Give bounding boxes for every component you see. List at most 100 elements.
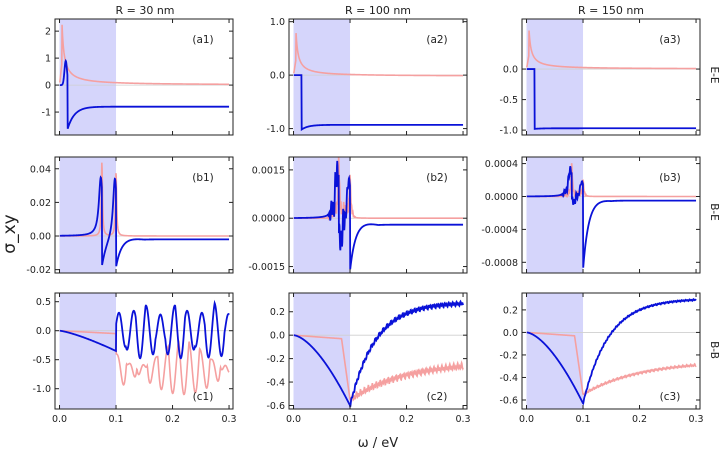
- shaded-region-b3: [526, 157, 584, 273]
- pink-curve-a1: [59, 24, 230, 86]
- blue-curve-b1: [59, 175, 230, 267]
- ytick-label-a2-2: 1.0: [270, 17, 285, 28]
- ytick-label-b2-0: -0.0015: [248, 262, 285, 273]
- ytick-label-a1-2: 1: [45, 54, 51, 65]
- ytick-label-c2-1: -0.4: [266, 378, 285, 389]
- ytick-label-c3-3: 0.0: [503, 328, 518, 339]
- ytick-label-c1-1: -0.5: [32, 355, 51, 366]
- pink-curve-b1: [59, 162, 230, 237]
- blue-curve-b3: [526, 165, 697, 268]
- ytick-label-c3-4: 0.2: [503, 305, 518, 316]
- ytick-label-c3-2: -0.2: [499, 350, 518, 361]
- blue-curve-a1: [59, 58, 230, 129]
- ytick-label-c2-4: 0.2: [270, 307, 285, 318]
- shaded-region-c1: [59, 293, 117, 409]
- xtick-label-c3-2: 0.2: [632, 414, 647, 425]
- ytick-label-a3-2: 0.0: [503, 65, 518, 76]
- ytick-label-a3-0: -1.0: [499, 126, 518, 137]
- blue-curve-c2: [293, 299, 464, 408]
- column-title-1: R = 30 nm: [115, 4, 174, 17]
- ytick-label-b3-2: 0.0000: [485, 192, 518, 203]
- ytick-label-a2-0: -1.0: [266, 124, 285, 135]
- blue-curve-c3: [526, 298, 697, 406]
- frame-b3: [521, 156, 701, 274]
- frame-a1: [54, 18, 234, 136]
- shaded-region-b2: [293, 157, 351, 273]
- panel-label-a2: (a2): [426, 34, 447, 46]
- frame-c2: [288, 292, 468, 410]
- panel-c2: -0.6 -0.4 -0.2 0.0 0.2 0.0 0.1 0.2 0.3 (c2): [266, 292, 471, 425]
- panel-label-b1: (b1): [192, 172, 214, 184]
- frame-a2: [288, 18, 468, 136]
- ytick-label-c1-3: 0.5: [36, 297, 51, 308]
- panel-b2: -0.0015 0.0000 0.0015 (b2): [248, 156, 468, 274]
- ytick-label-b2-2: 0.0015: [252, 165, 285, 176]
- panel-a1: -1 0 1 2 (a1): [42, 18, 234, 136]
- panel-label-c3: (c3): [660, 391, 681, 403]
- panel-label-b3: (b3): [659, 172, 681, 184]
- ytick-label-b3-1: -0.0004: [481, 225, 518, 236]
- panel-label-c2: (c2): [427, 391, 448, 403]
- blue-curve-a2: [293, 74, 464, 132]
- pink-curve-a2: [293, 33, 464, 77]
- xtick-label-c1-0: 0.0: [52, 414, 67, 425]
- x-axis-label: ω / eV: [358, 436, 399, 451]
- panel-label-a1: (a1): [192, 34, 213, 46]
- blue-curve-b2: [293, 160, 464, 270]
- panel-label-b2: (b2): [426, 172, 448, 184]
- frame-b1: [54, 156, 234, 274]
- ytick-label-b3-3: 0.0004: [485, 159, 518, 170]
- ytick-label-b1-0: -0.02: [26, 265, 51, 276]
- panel-b3: -0.0008 -0.0004 0.0000 0.0004 (b3): [481, 156, 701, 274]
- shaded-region-b1: [59, 157, 117, 273]
- panel-label-c1: (c1): [193, 391, 214, 403]
- xtick-label-c2-3: 0.3: [455, 414, 470, 425]
- column-title-2: R = 100 nm: [345, 4, 411, 17]
- ytick-label-b1-3: 0.04: [30, 164, 51, 175]
- ytick-label-b2-1: 0.0000: [252, 214, 285, 225]
- ytick-label-a1-0: -1: [42, 108, 51, 119]
- panel-a2: -1.0 0.0 1.0 (a2): [266, 17, 468, 136]
- xtick-label-c2-0: 0.0: [286, 414, 301, 425]
- panel-b1: -0.02 0.00 0.02 0.04 (b1): [26, 156, 234, 276]
- row-label-bb: B-B: [708, 341, 720, 359]
- frame-a3: [521, 18, 701, 136]
- pink-curve-b2: [293, 157, 464, 221]
- ytick-label-c2-3: 0.0: [270, 331, 285, 342]
- frame-b2: [288, 156, 468, 274]
- ytick-label-c3-0: -0.6: [499, 395, 518, 406]
- shaded-region-a1: [59, 19, 117, 135]
- shaded-region-a3: [526, 19, 584, 135]
- xtick-label-c3-1: 0.1: [575, 414, 590, 425]
- ytick-label-b1-2: 0.02: [30, 198, 51, 209]
- row-label-ee: E-E: [708, 66, 720, 83]
- ytick-label-a1-1: 0: [45, 81, 51, 92]
- y-axis-label: σ_xy: [0, 214, 20, 253]
- xtick-label-c2-2: 0.2: [399, 414, 414, 425]
- column-title-3: R = 150 nm: [578, 4, 644, 17]
- row-label-be: B-E: [708, 203, 720, 221]
- ytick-label-b1-1: 0.00: [30, 232, 51, 243]
- ytick-label-b3-0: -0.0008: [481, 258, 518, 269]
- ytick-label-c3-1: -0.4: [499, 373, 518, 384]
- xtick-label-c1-3: 0.3: [221, 414, 236, 425]
- pink-curve-c3: [526, 331, 697, 396]
- ytick-label-c1-2: 0.0: [36, 326, 51, 337]
- xtick-label-c1-1: 0.1: [108, 414, 123, 425]
- pink-curve-a3: [526, 30, 697, 70]
- xtick-label-c3-3: 0.3: [688, 414, 703, 425]
- panel-c1: -1.0 -0.5 0.0 0.5 0.0 0.1 0.2 0.3 (c1): [32, 292, 237, 425]
- shaded-region-a2: [293, 19, 351, 135]
- frame-c3: [521, 292, 701, 410]
- shaded-region-c2: [293, 293, 351, 409]
- panel-label-a3: (a3): [659, 34, 680, 46]
- panel-c3: -0.6 -0.4 -0.2 0.0 0.2 0.0 0.1 0.2 0.3 (c3): [499, 292, 704, 425]
- xtick-label-c2-1: 0.1: [342, 414, 357, 425]
- pink-curve-c1: [59, 329, 230, 396]
- ytick-label-a2-1: 0.0: [270, 71, 285, 82]
- xtick-label-c1-2: 0.2: [165, 414, 180, 425]
- shaded-region-c3: [526, 293, 584, 409]
- ytick-label-c1-0: -1.0: [32, 384, 51, 395]
- ytick-label-a1-3: 2: [45, 27, 51, 38]
